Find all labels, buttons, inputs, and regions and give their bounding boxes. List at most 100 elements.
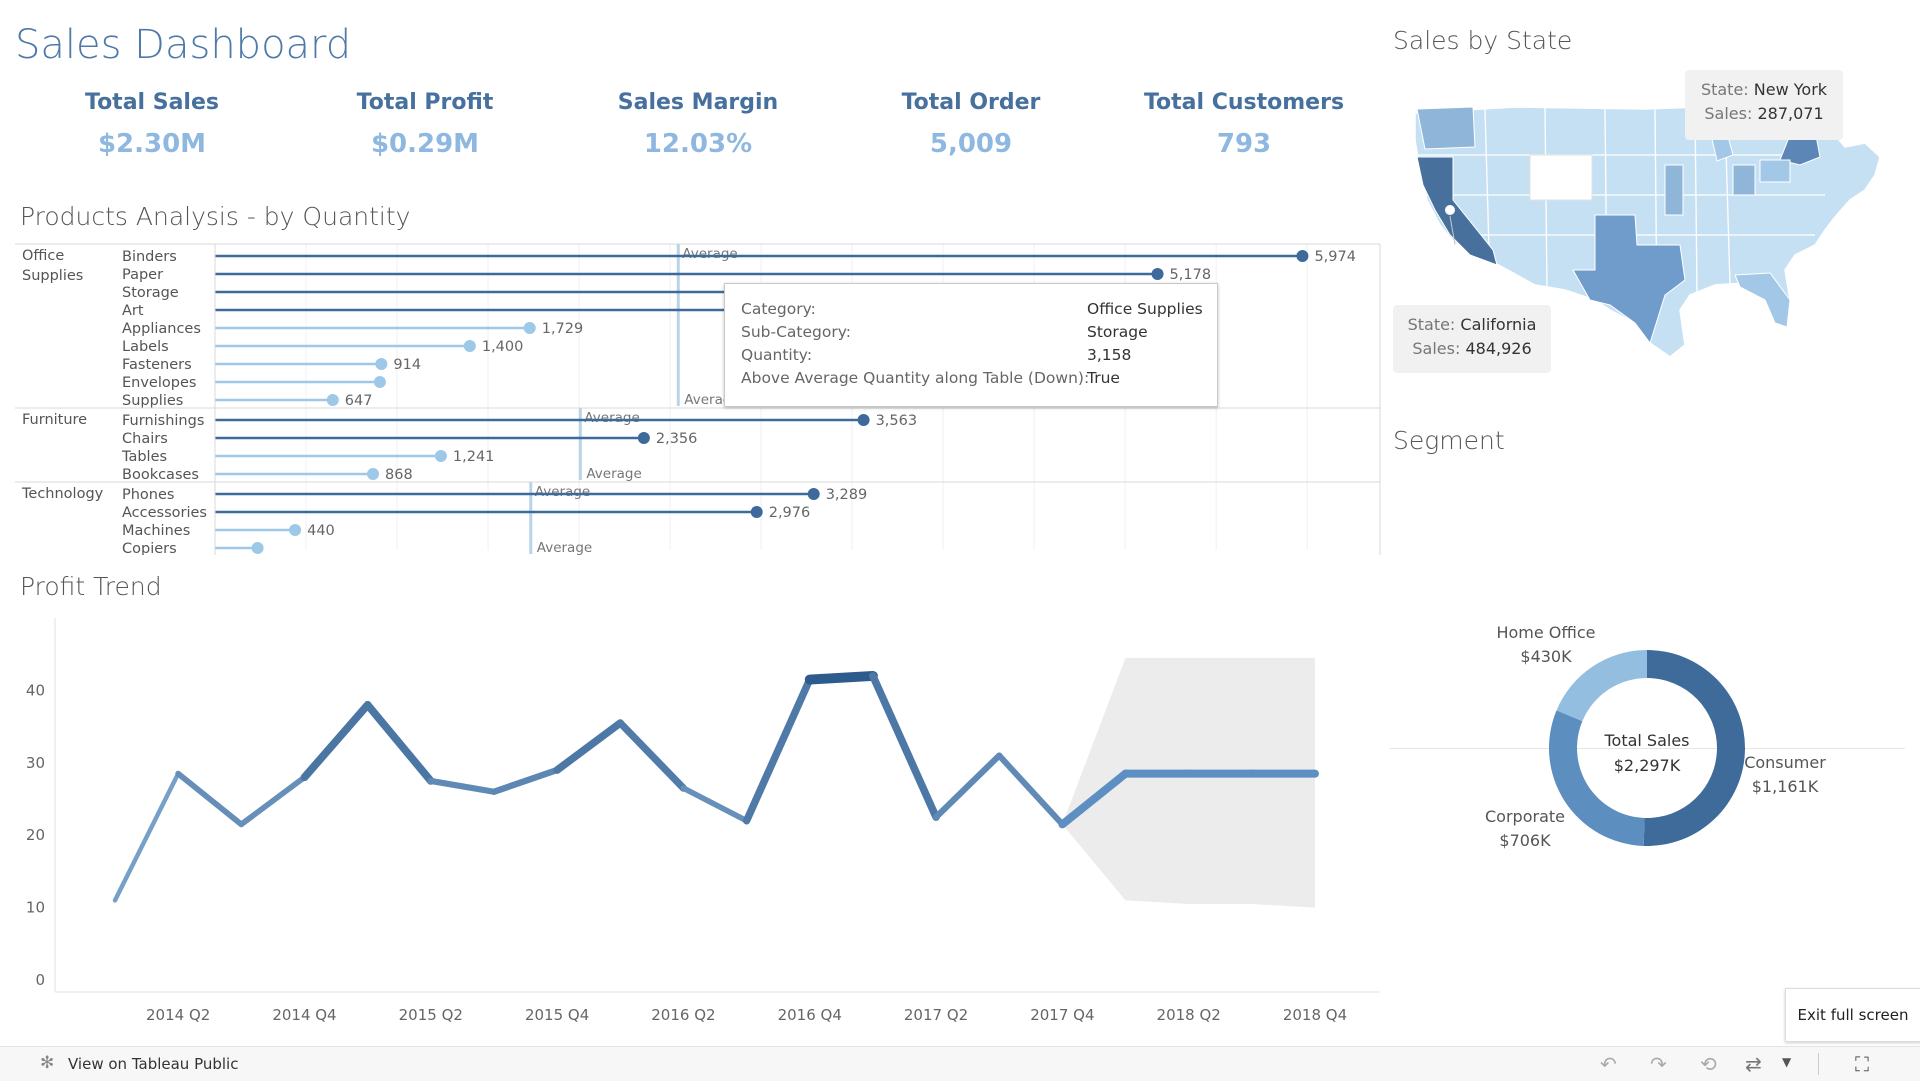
average-label: Average xyxy=(584,410,639,426)
segment-donut-chart[interactable]: Total Sales $2,297K Consumer $1,161K Corpora… xyxy=(1390,600,1910,900)
products-lollipop-chart[interactable]: Office Supplies Average Average Binders 5,974… xyxy=(0,240,1390,555)
subcategory-label: Furnishings xyxy=(122,413,204,429)
lollipop-dot xyxy=(1151,268,1164,280)
value-label: 3,563 xyxy=(876,413,918,429)
segment-value-label: $430K xyxy=(1520,647,1572,666)
segment-name-label: Corporate xyxy=(1485,807,1565,826)
trend-line-segment xyxy=(804,670,878,685)
y-tick-label: 40 xyxy=(26,681,45,699)
trend-line-segment xyxy=(742,675,814,825)
lollipop-dot xyxy=(434,450,447,462)
tooltip-value: 3,158 xyxy=(1087,346,1132,364)
average-label: Average xyxy=(535,484,590,500)
subcategory-label: Appliances xyxy=(122,321,201,337)
average-label: Average xyxy=(586,466,641,482)
category-label: Office xyxy=(22,248,64,264)
subcategory-label: Storage xyxy=(122,285,179,301)
donut-slice xyxy=(1643,650,1746,846)
subcategory-label: Supplies xyxy=(122,393,183,409)
kpi-label: Total Profit xyxy=(356,90,494,115)
donut-center-title: Total Sales xyxy=(1603,731,1689,750)
tip-key: Sales: xyxy=(1704,104,1753,123)
donut-slice xyxy=(1549,710,1645,846)
kpi-value: 12.03% xyxy=(643,129,753,159)
lollipop-dot xyxy=(750,506,763,518)
kpi-value: $0.29M xyxy=(370,129,480,159)
x-tick-label: 2016 Q2 xyxy=(651,1006,715,1024)
state-texas xyxy=(1572,214,1686,345)
tooltip-key: Above Average Quantity along Table (Down… xyxy=(741,369,1090,387)
share-icon[interactable]: ⇄ xyxy=(1745,1052,1762,1076)
lollipop-dot xyxy=(251,542,264,554)
undo-icon[interactable]: ↶ xyxy=(1600,1052,1617,1076)
value-label: 3,289 xyxy=(826,487,868,503)
trend-line-segment xyxy=(427,777,498,795)
lollipop-dot xyxy=(326,394,339,406)
trend-line-segment xyxy=(175,770,245,828)
value-label: 1,729 xyxy=(542,321,584,337)
segment-title: Segment xyxy=(1393,426,1505,455)
subcategory-label: Binders xyxy=(122,249,177,265)
tooltip-value: Office Supplies xyxy=(1087,300,1203,318)
profit-trend-chart[interactable]: 0 10 20 30 40 2014 Q2 2014 Q4 2015 Q2 2015 Q4 201… xyxy=(0,610,1390,1035)
fullscreen-icon[interactable]: ⛶ xyxy=(1855,1052,1869,1076)
tip-value: 484,926 xyxy=(1465,339,1532,358)
tooltip-value: Storage xyxy=(1087,323,1148,341)
lollipop-dot xyxy=(807,488,820,500)
tip-key: State: xyxy=(1407,315,1456,334)
tip-value: New York xyxy=(1753,80,1828,99)
y-tick-label: 0 xyxy=(35,971,45,989)
trend-line-segment xyxy=(363,701,435,785)
state-wyoming xyxy=(1529,154,1593,201)
forecast-band xyxy=(1062,657,1315,908)
subcategory-label: Machines xyxy=(122,523,190,539)
category-label: Furniture xyxy=(22,412,87,428)
kpi-label: Total Order xyxy=(901,90,1041,115)
trend-line-segment xyxy=(300,701,372,782)
tip-key: Sales: xyxy=(1412,339,1461,358)
chevron-down-icon[interactable]: ▼ xyxy=(1782,1055,1792,1069)
donut-center-value: $2,297K xyxy=(1614,756,1681,775)
tableau-logo-icon: ✻ xyxy=(40,1053,55,1073)
y-tick-label: 20 xyxy=(26,826,45,844)
map-tooltip-new-york: State: New York Sales: 287,071 xyxy=(1685,70,1843,140)
kpi-value: $2.30M xyxy=(97,129,207,159)
value-label: 1,241 xyxy=(453,449,495,465)
lollipop-dot xyxy=(373,376,386,388)
exit-fullscreen-button[interactable]: Exit full screen xyxy=(1785,988,1920,1042)
value-label: 5,178 xyxy=(1170,267,1212,283)
state-washington xyxy=(1416,106,1476,150)
state-ohio xyxy=(1732,164,1756,196)
y-tick-label: 10 xyxy=(26,899,45,917)
products-tooltip: Category: Office Supplies Sub-Category: … xyxy=(724,283,1218,407)
subcategory-label: Chairs xyxy=(122,431,168,447)
kpi-total-customers: Total Customers 793 xyxy=(1134,90,1354,159)
kpi-total-profit: Total Profit $0.29M xyxy=(315,90,535,159)
value-label: 5,974 xyxy=(1314,249,1356,265)
dashboard-title: Sales Dashboard xyxy=(15,22,352,68)
tip-value: California xyxy=(1460,315,1537,334)
x-tick-label: 2014 Q4 xyxy=(272,1006,336,1024)
lollipop-dot xyxy=(523,322,536,334)
lollipop-dot xyxy=(375,358,388,370)
y-tick-label: 30 xyxy=(26,754,45,772)
x-tick-label: 2018 Q4 xyxy=(1283,1006,1347,1024)
category-label: Technology xyxy=(21,486,104,502)
trend-line-segment xyxy=(616,719,688,792)
tooltip-key: Category: xyxy=(741,300,816,318)
view-on-tableau-link[interactable]: View on Tableau Public xyxy=(68,1055,239,1073)
kpi-total-sales: Total Sales $2.30M xyxy=(42,90,262,159)
value-label: 2,976 xyxy=(769,505,811,521)
toolbar-divider xyxy=(1818,1053,1819,1075)
x-tick-label: 2016 Q4 xyxy=(778,1006,842,1024)
average-label: Average xyxy=(537,540,592,555)
redo-icon[interactable]: ↷ xyxy=(1650,1052,1667,1076)
revert-icon[interactable]: ⟲ xyxy=(1700,1052,1717,1076)
x-tick-label: 2015 Q2 xyxy=(399,1006,463,1024)
california-marker xyxy=(1443,203,1457,217)
trend-line-segment xyxy=(680,785,750,824)
kpi-value: 793 xyxy=(1216,129,1272,159)
category-label: Supplies xyxy=(22,268,83,284)
lollipop-dot xyxy=(637,432,650,444)
state-florida xyxy=(1734,272,1791,328)
